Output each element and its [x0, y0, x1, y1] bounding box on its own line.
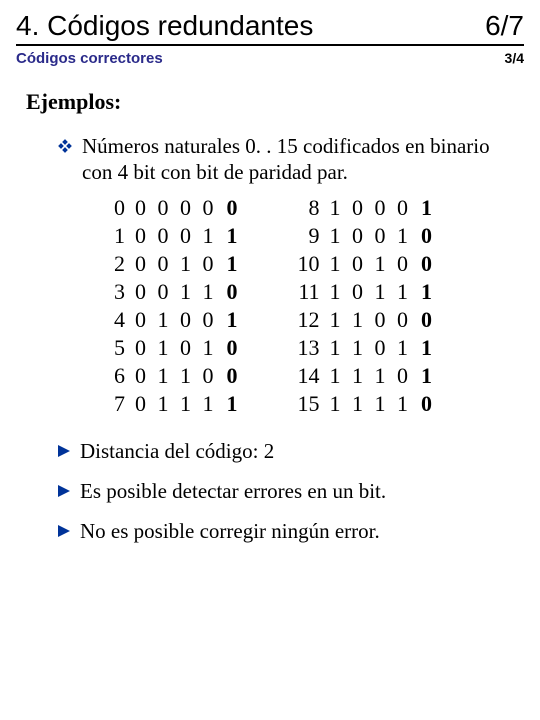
- table-left-parity-col: 0 1 1 0 1 0 0 1: [227, 194, 238, 418]
- subheader-title: Códigos correctores: [16, 50, 163, 67]
- page-title: 4. Códigos redundantes: [16, 10, 313, 42]
- page-number: 6/7: [485, 10, 524, 42]
- bullet-item-1: Números naturales 0. . 15 codificados en…: [58, 133, 504, 186]
- bullet-item-2: Distancia del código: 2: [58, 438, 504, 464]
- table-right-bits-col: 1 0 0 0 1 0 0 1 1 0 1 0 1 0 1 1 1 1 0 0 …: [330, 194, 412, 418]
- bullet-item-3: Es posible detectar errores en un bit.: [58, 478, 504, 504]
- bullet-text-4: No es posible corregir ningún error.: [80, 518, 380, 544]
- triangle-right-icon: [58, 524, 70, 542]
- table-left-bits-col: 0 0 0 0 0 0 0 1 0 0 1 0 0 0 1 1 0 1 0 0 …: [135, 194, 217, 418]
- bullet-item-4: No es posible corregir ningún error.: [58, 518, 504, 544]
- bullet-text-3: Es posible detectar errores en un bit.: [80, 478, 386, 504]
- bullet-list: Números naturales 0. . 15 codificados en…: [58, 133, 504, 544]
- table-left-index-col: 0 1 2 3 4 5 6 7: [114, 194, 125, 418]
- diamond-cluster-icon: [58, 139, 72, 158]
- bullet-text-1: Números naturales 0. . 15 codificados en…: [82, 133, 504, 186]
- parity-tables: 0 1 2 3 4 5 6 7 0 0 0 0 0 0 0 1 0 0 1 0 …: [114, 194, 504, 418]
- header-row: 4. Códigos redundantes 6/7: [16, 10, 524, 46]
- table-right-index-col: 8 9 10 11 12 13 14 15: [298, 194, 320, 418]
- table-right: 8 9 10 11 12 13 14 15 1 0 0 0 1 0 0 1 1 …: [298, 194, 433, 418]
- triangle-right-icon: [58, 484, 70, 502]
- table-right-parity-col: 1 0 0 1 0 1 1 0: [421, 194, 432, 418]
- subheader-page: 3/4: [505, 50, 524, 66]
- bullet-text-2: Distancia del código: 2: [80, 438, 274, 464]
- subheader-row: Códigos correctores 3/4: [16, 50, 524, 67]
- table-left: 0 1 2 3 4 5 6 7 0 0 0 0 0 0 0 1 0 0 1 0 …: [114, 194, 238, 418]
- triangle-right-icon: [58, 444, 70, 462]
- section-heading: Ejemplos:: [26, 89, 524, 115]
